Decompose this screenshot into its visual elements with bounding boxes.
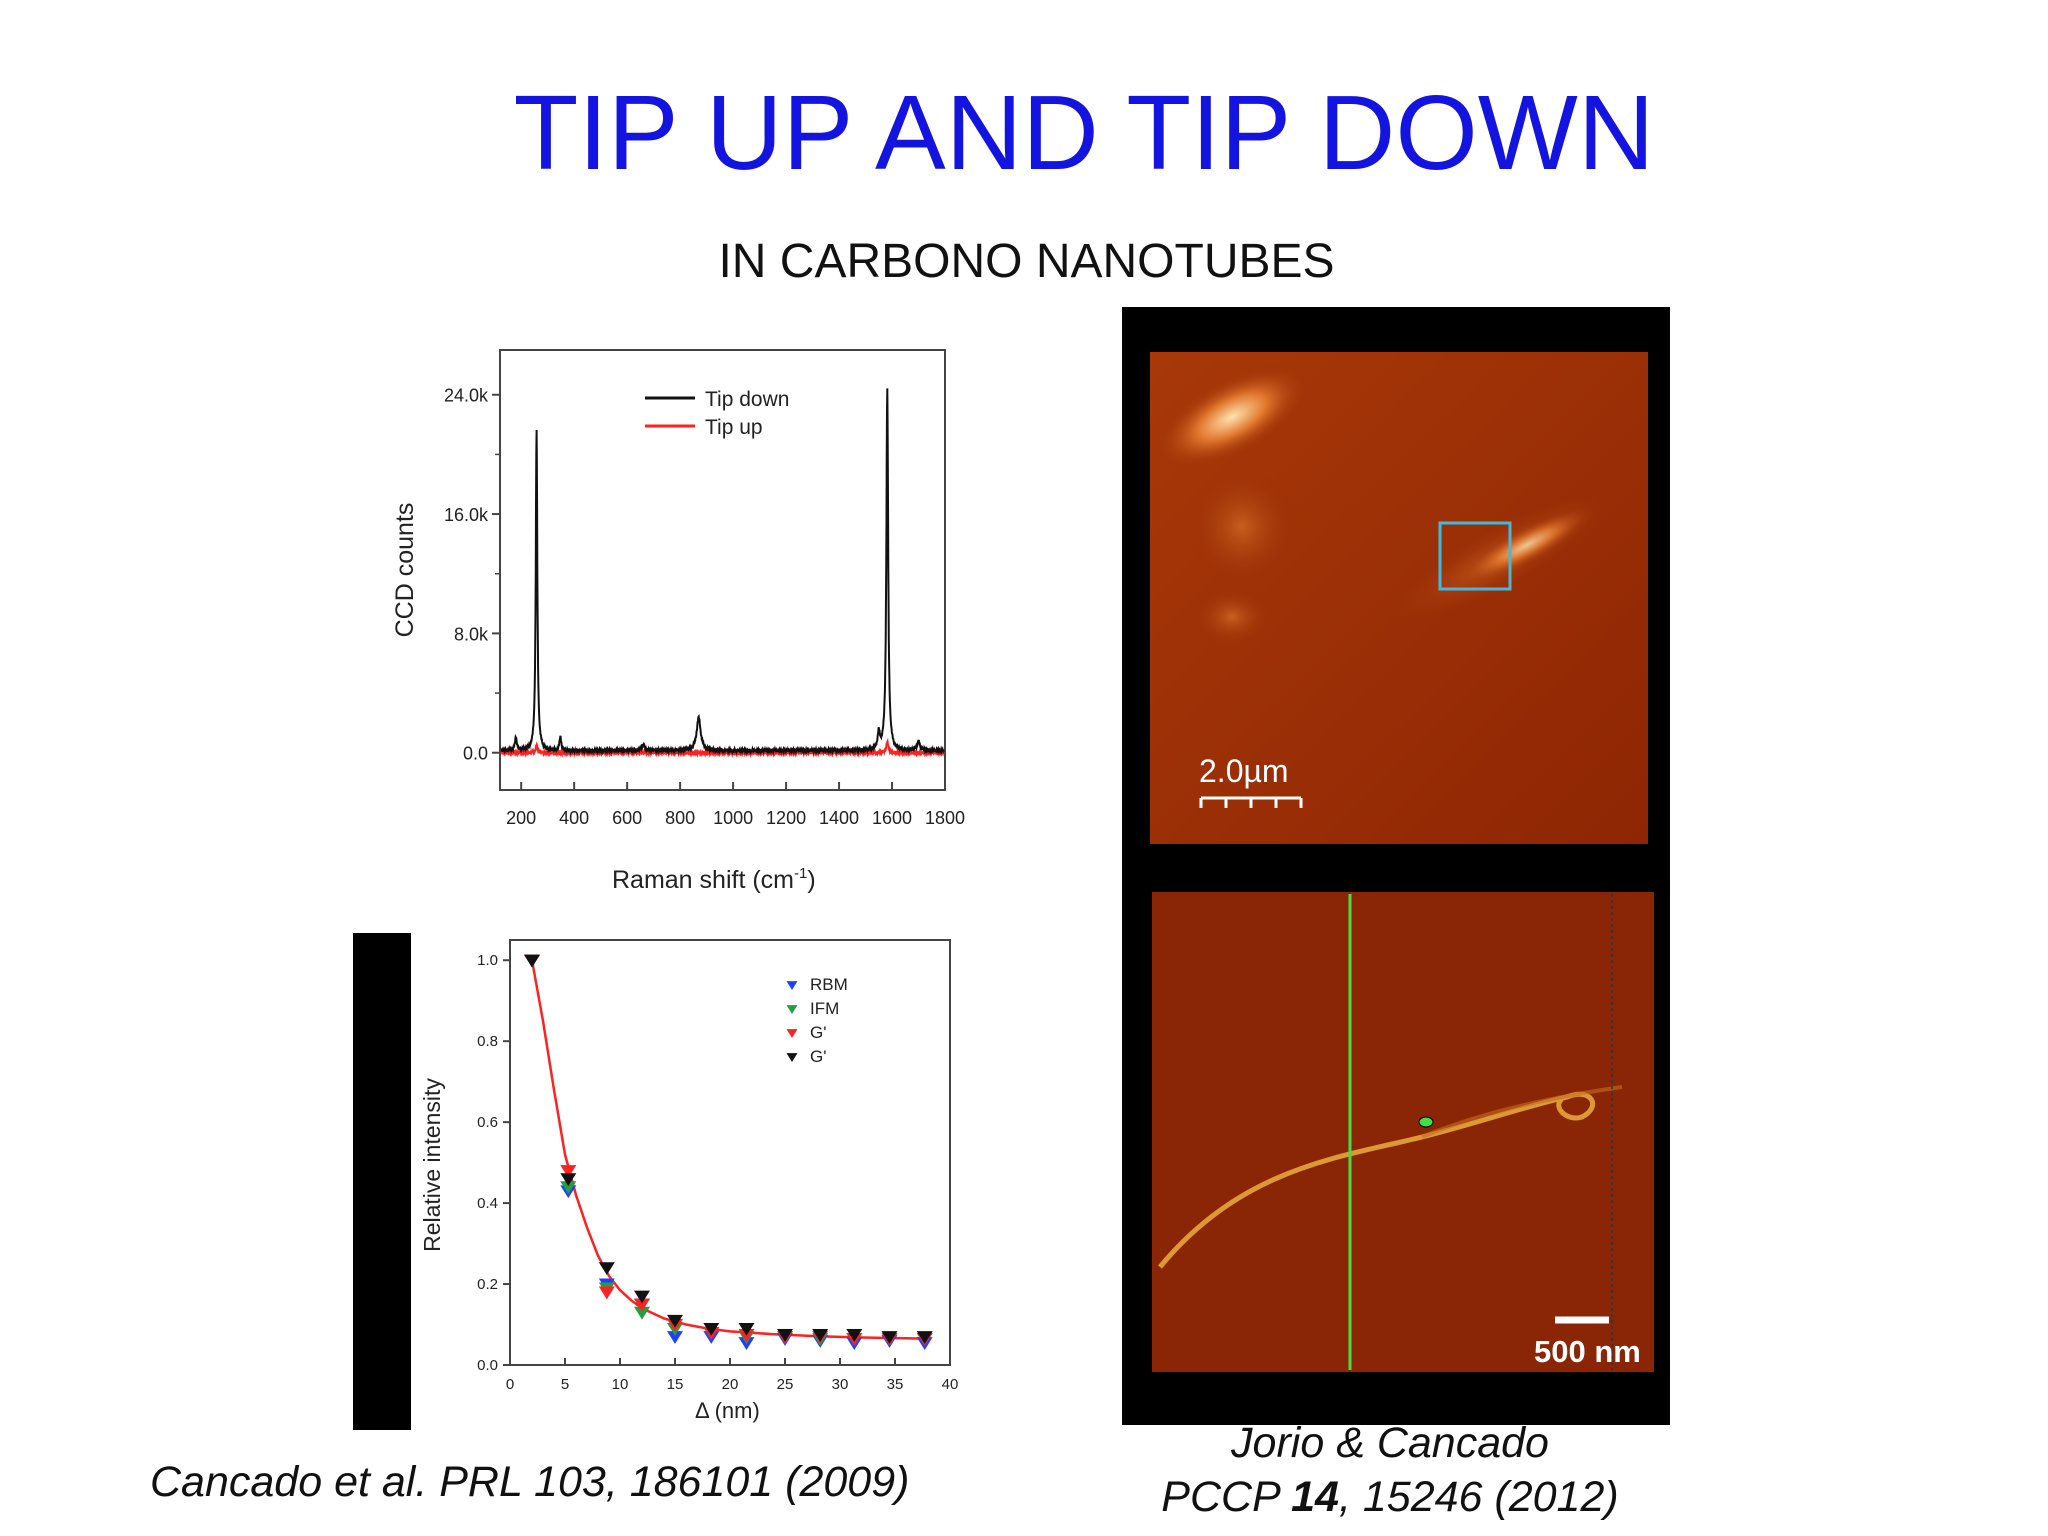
chart1-x-axis-label: Raman shift (cm-1) [612, 865, 816, 894]
x-tick-label: 30 [832, 1376, 849, 1393]
citation-right-ref: PCCP 14, 15246 (2012) [1161, 1473, 1619, 1521]
legend-label: G' [810, 1023, 826, 1042]
x-tick-label: 200 [506, 808, 536, 828]
y-tick-label: 0.6 [477, 1114, 498, 1131]
data-point [667, 1314, 683, 1328]
chart2-x-axis-label: Δ (nm) [695, 1398, 760, 1423]
fit-curve [530, 959, 929, 1340]
slide-title: TIP UP AND TIP DOWN [513, 74, 1655, 192]
x-tick-label: 10 [612, 1376, 629, 1393]
legend-marker [786, 1005, 798, 1014]
scale-label-bottom: 500 nm [1534, 1334, 1641, 1369]
data-point [703, 1322, 720, 1336]
x-tick-label: 400 [559, 808, 589, 828]
chart2-frame [509, 939, 951, 1366]
chart2-y-axis-label: Relative intensity [419, 1078, 445, 1252]
data-point [812, 1329, 829, 1342]
raman-spectrum-chart: 200 400 600 800 1000 1200 1400 1600 1800 0.0 8.0k 1… [391, 349, 965, 894]
scale-label-top: 2.0µm [1199, 753, 1289, 789]
y-tick-label: 0.2 [477, 1276, 498, 1293]
data-point [560, 1165, 577, 1178]
chart1-frame [499, 349, 946, 791]
legend-marker [786, 1029, 798, 1038]
x-tick-label: 0 [506, 1376, 514, 1393]
data-point [881, 1331, 898, 1344]
data-point [634, 1306, 650, 1320]
y-tick-label: 0.8 [477, 1033, 498, 1050]
x-tick-label: 20 [722, 1376, 739, 1393]
data-point [598, 1286, 615, 1300]
legend-label: G' [810, 1047, 826, 1066]
legend-label: RBM [810, 975, 848, 994]
data-point [598, 1262, 615, 1276]
legend-label-tip-up: Tip up [705, 416, 763, 439]
legend-marker [786, 981, 798, 990]
afm-image-bottom: 500 nm [1152, 892, 1654, 1372]
x-tick-label: 1200 [766, 808, 806, 828]
data-point [634, 1298, 650, 1312]
nanotube-trace [1158, 1091, 1596, 1269]
legend-label: IFM [810, 999, 839, 1018]
citation-left: Cancado et al. PRL 103, 186101 (2009) [150, 1458, 910, 1506]
x-tick-label: 800 [665, 808, 695, 828]
legend-marker [786, 1053, 798, 1062]
data-point [916, 1331, 933, 1344]
y-tick-label: 8.0k [454, 624, 489, 644]
x-tick-label: 40 [942, 1376, 959, 1393]
data-point [524, 954, 540, 968]
relative-intensity-chart: 0 5 10 15 20 25 30 35 40 0.0 0.2 0.4 0.6 0.8 1.0 RBM IF… [419, 939, 959, 1423]
data-point [777, 1329, 793, 1342]
legend-label-tip-down: Tip down [705, 388, 789, 411]
chart2-legend: RBM IFM G' G' [786, 975, 848, 1066]
citation-right: Jorio & Cancado PCCP 14, 15246 (2012) [1110, 1416, 1670, 1524]
slide-subtitle: IN CARBONO NANOTUBES [718, 235, 1335, 288]
citation-right-authors: Jorio & Cancado [1231, 1419, 1549, 1467]
y-tick-label: 16.0k [444, 505, 489, 525]
afm-image-top: 2.0µm [1150, 352, 1648, 844]
chart1-y-axis-label: CCD counts [391, 503, 419, 638]
y-tick-label: 1.0 [477, 952, 498, 969]
y-tick-label: 0.0 [463, 744, 488, 764]
data-point [846, 1329, 863, 1342]
scale-bar-top [1199, 796, 1303, 808]
chart1-legend: Tip down Tip up [645, 388, 789, 439]
x-tick-label: 25 [777, 1376, 794, 1393]
microscopy-panel: 2.0µm 500 nm [1122, 307, 1670, 1425]
x-tick-label: 1000 [713, 808, 753, 828]
y-tick-label: 0.4 [477, 1195, 498, 1212]
series-line-tip-down [500, 388, 945, 756]
y-tick-label: 0.0 [477, 1357, 498, 1374]
x-tick-label: 5 [561, 1376, 569, 1393]
data-point [667, 1331, 683, 1344]
tip-marker [1418, 1116, 1434, 1128]
selection-box [1438, 521, 1512, 591]
x-tick-label: 15 [667, 1376, 684, 1393]
x-tick-label: 600 [612, 808, 642, 828]
data-point [560, 1173, 577, 1187]
x-tick-label: 35 [887, 1376, 904, 1393]
y-tick-label: 24.0k [444, 386, 489, 406]
x-tick-label: 1800 [925, 808, 965, 828]
x-tick-label: 1400 [819, 808, 859, 828]
data-point [738, 1322, 755, 1336]
black-bar [353, 933, 411, 1430]
data-point [560, 1181, 577, 1195]
data-point [634, 1290, 650, 1304]
x-tick-label: 1600 [872, 808, 912, 828]
